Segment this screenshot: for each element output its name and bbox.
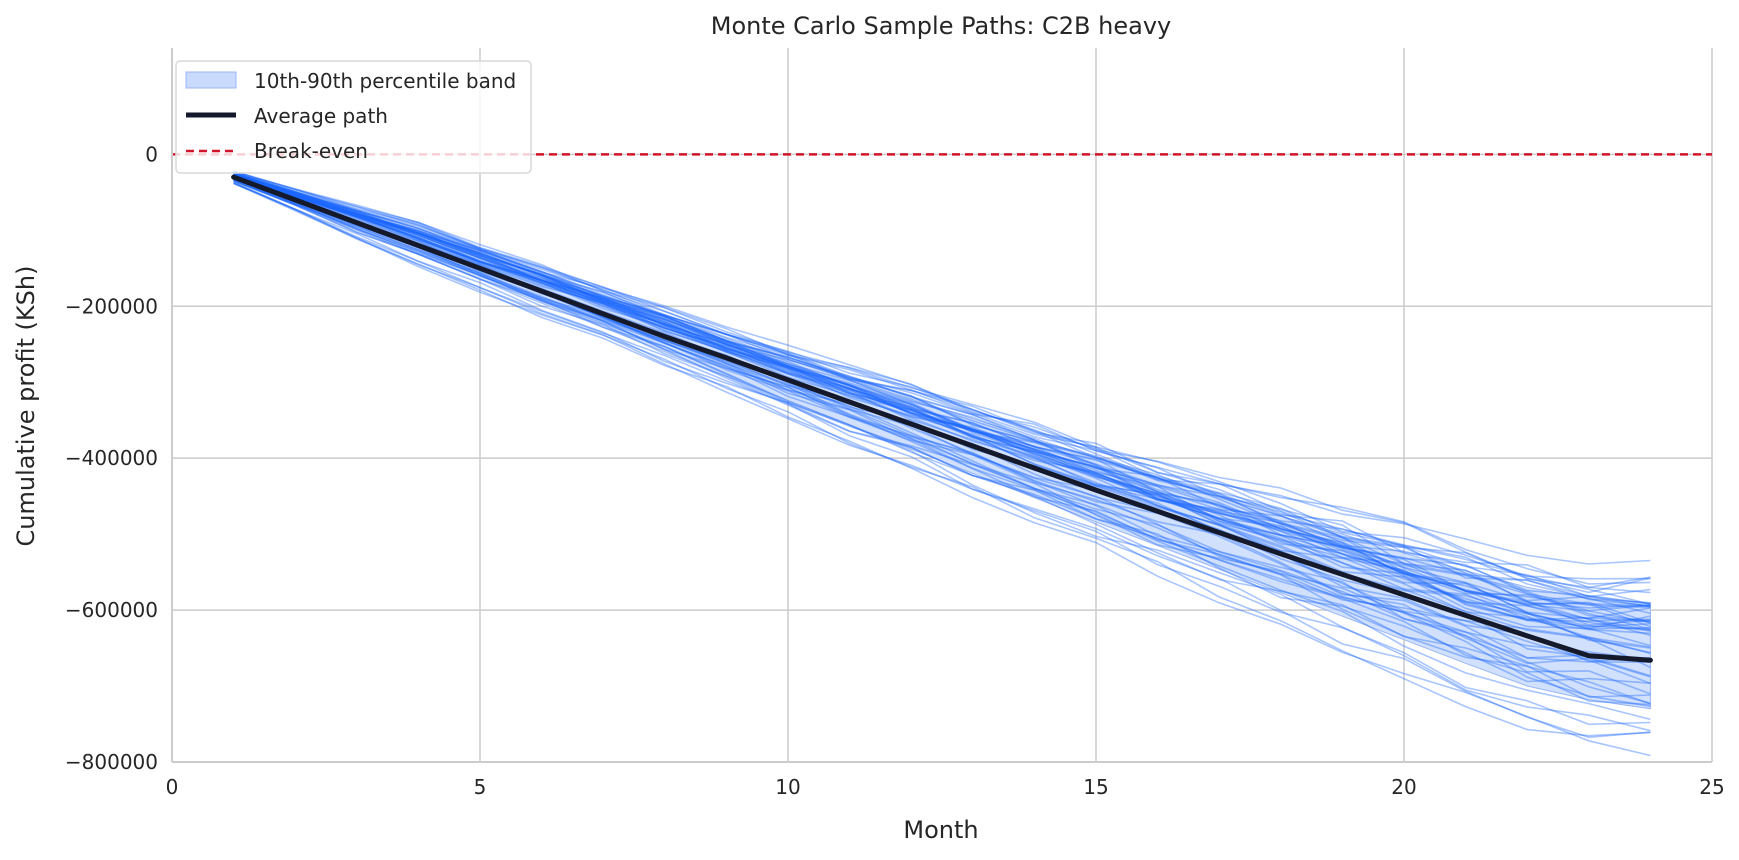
sample-path	[233, 174, 1651, 630]
sample-path	[233, 175, 1651, 623]
sample-path	[233, 180, 1651, 698]
sample-path	[233, 175, 1651, 626]
sample-path	[233, 179, 1651, 706]
y-tick-label: −200000	[65, 294, 158, 318]
x-tick-label: 15	[1083, 775, 1108, 799]
sample-path	[233, 179, 1651, 705]
sample-path	[233, 172, 1651, 589]
sample-path	[233, 173, 1651, 628]
sample-path	[233, 171, 1651, 580]
sample-path	[233, 174, 1651, 624]
y-tick-label: −800000	[65, 750, 158, 774]
sample-path	[233, 177, 1651, 685]
sample-path	[233, 182, 1651, 737]
sample-path	[233, 174, 1651, 649]
x-tick-label: 20	[1391, 775, 1416, 799]
sample-path	[233, 173, 1651, 615]
sample-path	[233, 173, 1651, 609]
y-tick-label: −600000	[65, 598, 158, 622]
chart-title: Monte Carlo Sample Paths: C2B heavy	[711, 12, 1172, 40]
x-tick-label: 10	[775, 775, 800, 799]
sample-path	[233, 180, 1651, 721]
legend-label-average: Average path	[254, 104, 388, 128]
sample-path	[233, 174, 1651, 631]
y-tick-label: −400000	[65, 446, 158, 470]
sample-path	[233, 173, 1651, 630]
sample-path	[233, 175, 1651, 628]
sample-path	[233, 174, 1651, 632]
sample-path	[233, 175, 1651, 623]
sample-path	[233, 172, 1651, 594]
sample-path	[233, 173, 1651, 622]
sample-path	[233, 170, 1651, 598]
sample-path	[233, 171, 1651, 605]
y-tick-label: 0	[145, 142, 158, 166]
sample-path	[233, 181, 1651, 739]
sample-path	[233, 173, 1651, 612]
y-axis-label: Cumulative profit (KSh)	[12, 266, 40, 547]
legend-frame	[175, 60, 532, 174]
sample-path	[233, 171, 1651, 605]
sample-path	[233, 179, 1651, 661]
legend-label-break-even: Break-even	[254, 139, 368, 163]
sample-path	[233, 174, 1651, 647]
legend-band-swatch	[185, 71, 237, 89]
sample-path	[233, 173, 1651, 654]
axes	[171, 48, 1712, 763]
sample-path	[233, 173, 1651, 635]
sample-path	[233, 182, 1651, 757]
sample-path	[233, 173, 1651, 607]
x-tick-labels: 0 5 10 15 20 25	[166, 775, 1725, 799]
x-tick-label: 25	[1699, 775, 1724, 799]
sample-path	[233, 177, 1651, 705]
x-tick-label: 5	[474, 775, 487, 799]
sample-path	[233, 175, 1651, 655]
sample-path	[233, 170, 1651, 585]
sample-path	[233, 172, 1651, 607]
sample-path	[233, 170, 1651, 594]
sample-path	[233, 173, 1651, 630]
sample-path	[233, 180, 1651, 684]
sample-path	[233, 175, 1651, 631]
average-path-line	[231, 174, 1653, 663]
sample-path	[233, 170, 1651, 565]
y-tick-labels: 0 −200000 −400000 −600000 −800000	[65, 142, 158, 774]
sample-paths	[233, 170, 1651, 757]
x-tick-label: 0	[166, 775, 179, 799]
sample-path	[233, 173, 1651, 605]
sample-path	[233, 182, 1651, 726]
average-path-layer	[231, 174, 1653, 663]
sample-path	[233, 182, 1651, 732]
sample-path	[233, 174, 1651, 624]
sample-path	[233, 173, 1651, 608]
sample-path	[233, 173, 1651, 609]
legend-label-band: 10th-90th percentile band	[254, 69, 516, 93]
legend: 10th-90th percentile band Average path B…	[175, 60, 532, 174]
x-axis-label: Month	[903, 816, 978, 844]
sample-path	[233, 173, 1651, 620]
sample-path	[233, 175, 1651, 637]
sample-path	[233, 178, 1651, 708]
